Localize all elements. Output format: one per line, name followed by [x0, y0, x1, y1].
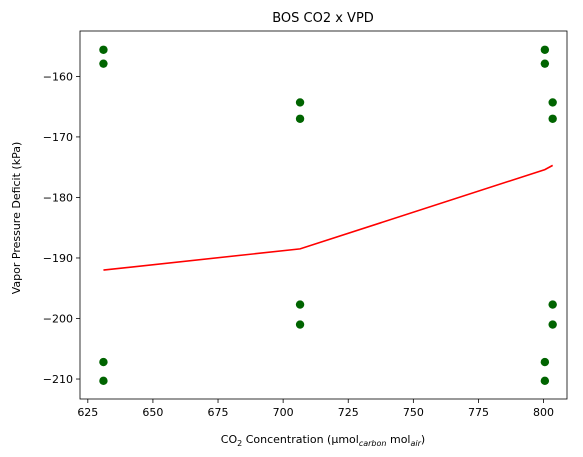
x-tick-label: 625	[77, 406, 98, 419]
data-point	[99, 59, 108, 68]
x-tick-label: 800	[533, 406, 554, 419]
y-tick-label: −200	[43, 313, 73, 326]
x-axis-label-sub: 2	[237, 439, 242, 448]
data-point	[540, 59, 550, 68]
plot-frame	[79, 30, 568, 400]
x-tick-label: 675	[208, 406, 229, 419]
x-axis-label: CO2 Concentration (µmolcarbon molair)	[221, 433, 425, 448]
data-point	[295, 98, 305, 107]
data-point	[99, 45, 108, 54]
y-tick-label: −180	[43, 191, 73, 204]
data-point	[540, 45, 550, 54]
chart-title: BOS CO2 x VPD	[272, 11, 374, 26]
data-point	[540, 376, 550, 386]
plot-area	[99, 45, 557, 386]
x-tick-label: 650	[142, 406, 163, 419]
x-tick-label: 700	[273, 406, 294, 419]
data-point	[548, 320, 557, 329]
y-tick-label: −160	[43, 70, 73, 83]
data-point	[548, 300, 557, 309]
x-axis-label-sub: air	[410, 439, 421, 448]
y-tick-label: −190	[43, 252, 73, 265]
data-point	[99, 376, 108, 386]
y-tick-label: −170	[43, 131, 73, 144]
data-point	[295, 320, 305, 329]
data-point	[548, 98, 557, 107]
x-axis-label-part: mol	[386, 433, 410, 446]
data-point	[295, 114, 305, 123]
y-tick-label: −210	[43, 373, 73, 386]
x-tick-label: 725	[338, 406, 359, 419]
data-point	[540, 357, 550, 367]
axis-ticks: 625 650 675 700 725 750 775 800 −210 −200 −190 −180…	[43, 70, 554, 419]
x-axis-label-part: CO	[221, 433, 238, 446]
x-axis-label-part: Concentration (µmol	[242, 433, 359, 446]
trend-line	[103, 164, 554, 271]
data-point	[548, 114, 557, 123]
x-axis-label-part: )	[421, 433, 425, 446]
x-tick-label: 775	[468, 406, 489, 419]
y-axis-label: Vapor Pressure Deficit (kPa)	[10, 142, 23, 295]
x-axis-label-sub: carbon	[359, 439, 387, 448]
x-tick-label: 750	[403, 406, 424, 419]
data-point	[99, 357, 108, 367]
data-point	[295, 300, 305, 309]
